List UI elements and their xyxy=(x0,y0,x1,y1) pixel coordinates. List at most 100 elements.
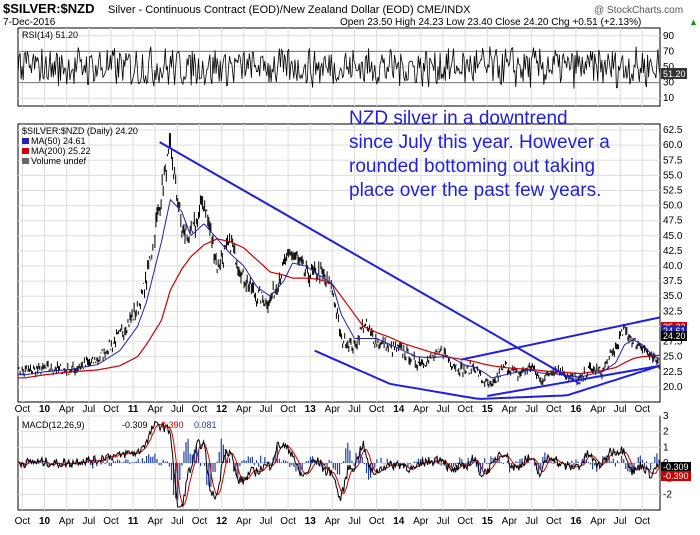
gridlines xyxy=(18,28,660,510)
x-tick-label: 14 xyxy=(393,404,405,415)
price-y-tick: 60.0 xyxy=(663,140,683,151)
x-tick-label: 14 xyxy=(393,516,405,527)
x-tick-label: Apr xyxy=(59,516,75,527)
x-tick-label: 11 xyxy=(128,404,139,415)
macd-line xyxy=(17,420,661,508)
macd-y-tick: 3 xyxy=(663,411,669,422)
x-tick-label: 10 xyxy=(39,516,51,527)
x-tick-label: Jul xyxy=(82,404,95,415)
x-tick-label: Oct xyxy=(457,516,473,527)
x-tick-label: 12 xyxy=(216,516,228,527)
macd-y-tick: 2 xyxy=(663,427,669,438)
price-y-tick: 35.0 xyxy=(663,291,683,302)
stockcharts-watermark: @ StockCharts.com xyxy=(594,5,683,16)
rsi-y-tick: 30 xyxy=(663,78,675,89)
x-tick-label: Oct xyxy=(546,404,562,415)
x-tick-label: Apr xyxy=(502,404,518,415)
rsi-last-box xyxy=(661,68,687,79)
x-tick-label: Jul xyxy=(348,404,361,415)
price-y-tick: 52.5 xyxy=(663,185,683,196)
price-y-tick: 57.5 xyxy=(663,155,683,166)
price-y-tick: 62.5 xyxy=(663,125,683,136)
x-tick-label: Oct xyxy=(103,404,119,415)
legend-ma200: MA(200) 25.22 xyxy=(31,146,91,156)
price-y-tick: 32.5 xyxy=(663,306,683,317)
macd-hist-value: 0.081 xyxy=(194,420,217,430)
chart-description: Silver - Continuous Contract (EOD)/New Z… xyxy=(108,4,471,16)
price-last-box xyxy=(661,331,687,341)
macd-label: MACD(12,26,9) xyxy=(22,420,85,430)
x-tick-label: Jul xyxy=(525,516,538,527)
price-y-tick: 47.5 xyxy=(663,216,683,227)
x-tick-label: Jul xyxy=(260,516,273,527)
x-tick-label: Apr xyxy=(325,516,341,527)
macd-signal-last-box xyxy=(661,471,691,481)
rsi-series xyxy=(17,46,661,89)
x-tick-label: Apr xyxy=(413,516,429,527)
x-tick-label: Oct xyxy=(192,404,208,415)
annotation-line-2: since July this year. However a xyxy=(349,132,610,153)
x-tick-label: Jul xyxy=(171,516,184,527)
x-tick-label: Jul xyxy=(437,516,450,527)
x-tick-label: Apr xyxy=(413,404,429,415)
ma200-line xyxy=(18,238,660,379)
macd-y-tick: -2 xyxy=(663,489,672,500)
x-tick-label: Jul xyxy=(348,516,361,527)
x-tick-label: 16 xyxy=(570,404,582,415)
rsi-label: RSI(14) 51.20 xyxy=(22,30,78,40)
x-tick-label: Oct xyxy=(635,404,651,415)
macd-signal-last-value: -0.390 xyxy=(663,471,689,481)
trendline-2 xyxy=(487,364,661,397)
x-tick-label: Apr xyxy=(59,404,75,415)
x-tick-label: Jul xyxy=(614,516,627,527)
chart-date: 7-Dec-2016 xyxy=(3,17,56,28)
ohlc-readout: Open 23.50 High 24.23 Low 23.40 Close 24… xyxy=(340,17,641,28)
macd-value: -0.309 xyxy=(122,420,148,430)
x-tick-label: Apr xyxy=(236,516,252,527)
price-series xyxy=(17,133,661,388)
legend-ma50-swatch xyxy=(22,138,29,144)
macd-series xyxy=(17,420,661,508)
x-tick-label: Oct xyxy=(280,404,296,415)
price-y-tick: 20.0 xyxy=(663,382,683,393)
macd-signal-value: -0.390 xyxy=(158,420,184,430)
trendlines xyxy=(159,141,661,400)
x-tick-label: Apr xyxy=(590,516,606,527)
x-tick-label: Oct xyxy=(369,404,385,415)
up-arrow-icon: ▲ xyxy=(689,17,698,27)
x-tick-label: Apr xyxy=(502,516,518,527)
x-tick-label: 11 xyxy=(128,516,139,527)
rsi-line xyxy=(17,46,661,89)
price-y-tick: 55.0 xyxy=(663,170,683,181)
x-tick-label: Apr xyxy=(147,404,163,415)
x-tick-label: 10 xyxy=(39,404,51,415)
price-panel xyxy=(17,123,661,403)
rsi-y-tick: 10 xyxy=(663,93,675,104)
x-tick-label: Jul xyxy=(260,404,273,415)
rsi-y-tick: 50 xyxy=(663,62,675,73)
x-tick-label: Apr xyxy=(325,404,341,415)
x-tick-label: Oct xyxy=(192,516,208,527)
price-y-tick: 22.5 xyxy=(663,367,683,378)
legend-volume-swatch xyxy=(22,158,29,164)
rsi-last-value: 51.20 xyxy=(663,69,686,79)
price-y-tick: 27.5 xyxy=(663,337,683,348)
price-y-tick: 25.0 xyxy=(663,352,683,363)
x-tick-label: 15 xyxy=(482,516,494,527)
macd-last-box xyxy=(661,462,691,472)
x-tick-label: 16 xyxy=(570,516,582,527)
price-y-tick: 50.0 xyxy=(663,201,683,212)
x-tick-label: Jul xyxy=(525,404,538,415)
x-tick-label: Jul xyxy=(82,516,95,527)
x-tick-label: Oct xyxy=(369,516,385,527)
annotation-line-1: NZD silver in a downtrend xyxy=(349,108,568,129)
price-y-tick: 45.0 xyxy=(663,231,683,242)
x-tick-label: 13 xyxy=(305,404,317,415)
rsi-y-tick: 70 xyxy=(663,46,675,57)
price-y-tick: 42.5 xyxy=(663,246,683,257)
x-tick-label: Oct xyxy=(280,516,296,527)
chart-symbol: $SILVER:$NZD xyxy=(3,1,95,16)
legend-price: $SILVER:$NZD (Daily) 24.20 xyxy=(22,126,138,136)
bottoming-arc xyxy=(314,349,661,400)
